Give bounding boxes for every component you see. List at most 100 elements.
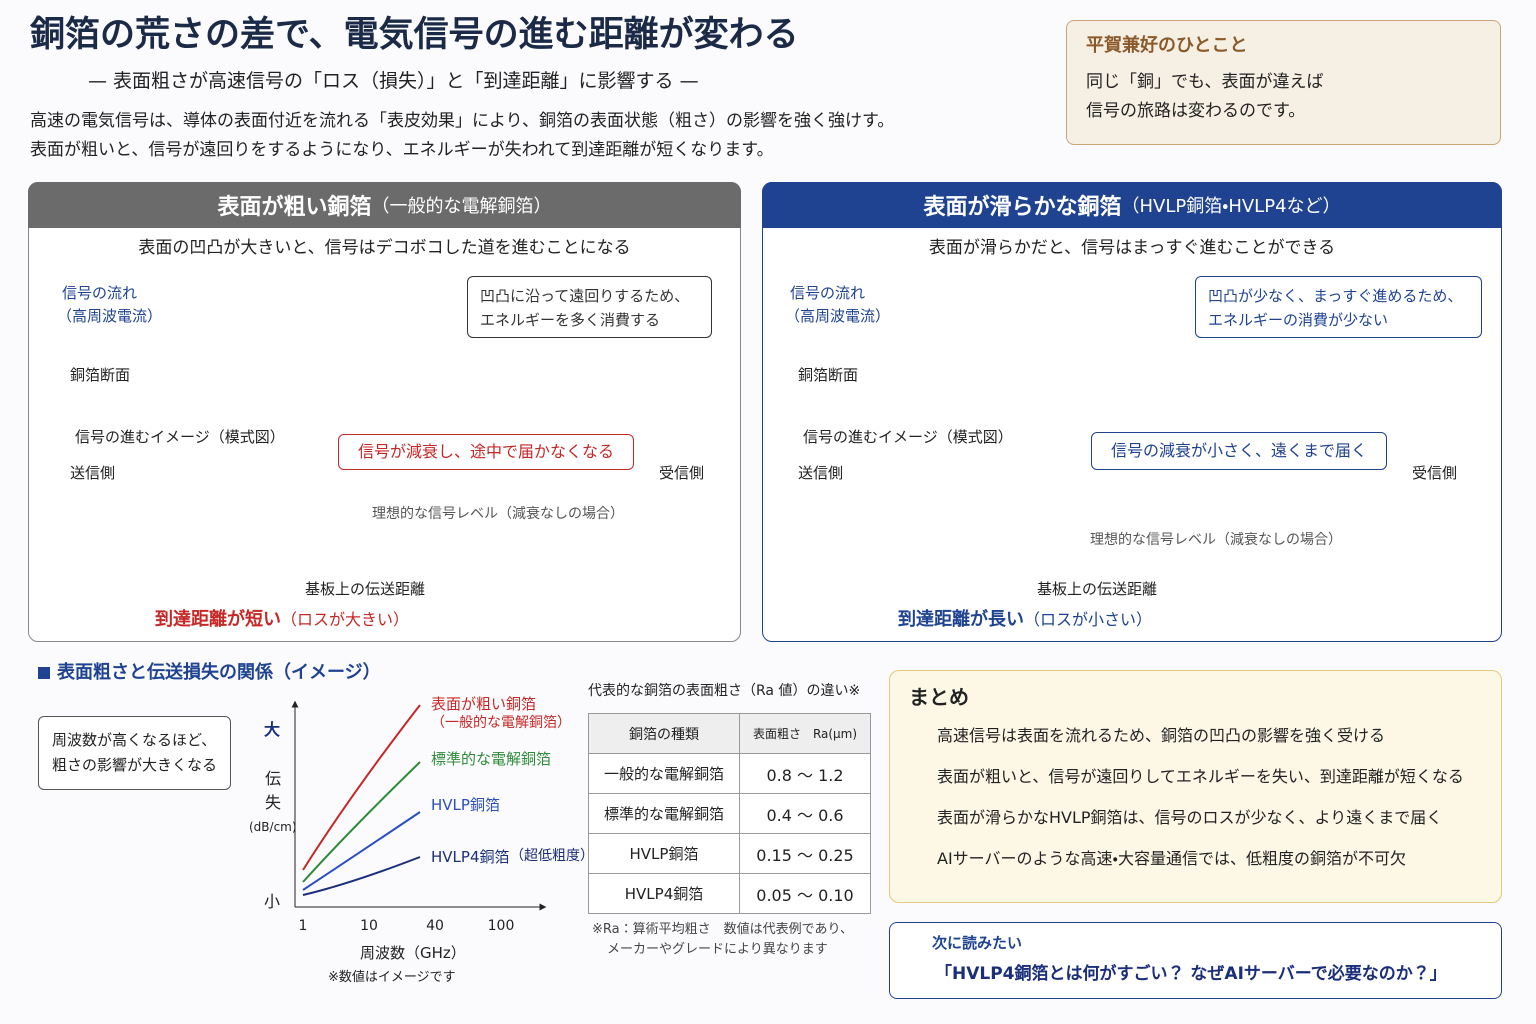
panel-title: 表面が粗い銅箔 [217, 195, 372, 220]
table-wrap: 銅箔の種類 表面粗さ Ra(μm) 一般的な電解銅箔 0.8 ～ 1.2 標準的な電解銅… [588, 713, 871, 914]
result-box [338, 434, 634, 470]
conclusion-note: （ロスが小さい） [1024, 610, 1153, 629]
table-cell: HVLP銅箔 [588, 833, 740, 874]
curve-note: （一般的な電解銅箔） [431, 715, 571, 731]
receiver-label: 受信側 [1412, 464, 1458, 482]
curve [302, 856, 421, 896]
panel [762, 182, 1502, 642]
sender-label: 送信側 [70, 464, 116, 482]
quote-line: 同じ「銅」でも、表面が違えば [1086, 72, 1324, 92]
table-footnote: メーカーやグレードにより異なります [607, 942, 828, 957]
callout-box [467, 276, 712, 338]
section-label: 銅箔断面 [70, 366, 131, 384]
table-row: HVLP4銅箔 0.05 ～ 0.10 [588, 873, 871, 914]
intro-line: 高速の電気信号は、導体の表面付近を流れる「表皮効果」により、銅箔の表面状態（粗さ… [30, 111, 895, 131]
subtitle: — 表面粗さが高速信号の「ロス（損失）」と「到達距離」に影響する — [88, 70, 699, 92]
next-box [889, 922, 1502, 999]
callout-line: 凹凸に沿って遠回りするため、 [480, 287, 690, 305]
quote-title: 平賀兼好のひとこと [1086, 35, 1248, 56]
callout-line: エネルギーの消費が少ない [1208, 311, 1389, 329]
y-top: 大 [264, 720, 281, 739]
table-title: 代表的な銅箔の表面粗さ（Ra 値）の違い※ [588, 683, 861, 699]
summary-item: 表面が滑らかなHVLP銅箔は、信号のロスが少なく、より遠くまで届く [937, 808, 1443, 827]
graph-note: 粗さの影響が大きくなる [52, 756, 218, 774]
conclusion: 到達距離が長い（ロスが小さい） [898, 609, 1153, 630]
table-row: 標準的な電解銅箔 0.4 ～ 0.6 [588, 793, 871, 834]
graph-footnote: ※数値はイメージです [328, 970, 456, 985]
page-title: 銅箔の荒さの差で、電気信号の進む距離が変わる [30, 15, 799, 55]
table: 銅箔の種類 表面粗さ Ra(μm) 一般的な電解銅箔 0.8 ～ 1.2 標準的な電解銅… [588, 713, 871, 914]
y-unit: (dB/cm) [249, 820, 297, 834]
quote-box [1066, 20, 1501, 145]
curve-label: 表面が粗い銅箔 [431, 695, 537, 713]
summary-box [889, 670, 1502, 903]
table-cell: 0.4 ～ 0.6 [739, 793, 871, 834]
curve [302, 761, 421, 883]
axis-label: 基板上の伝送距離 [305, 580, 426, 598]
next-link[interactable]: 「HVLP4銅箔とは何がすごい？ なぜAIサーバーで必要なのか？」 [935, 964, 1447, 984]
result-note: 信号が減衰し、途中で届かなくなる [357, 442, 615, 461]
axis-label: 基板上の伝送距離 [1037, 580, 1158, 598]
result-box [1091, 432, 1387, 470]
panel-header: 表面が滑らかな銅箔 （HVLP銅箔・HVLP4など） [762, 182, 1502, 228]
receiver-label: 受信側 [659, 464, 705, 482]
table-cell: 0.05 ～ 0.10 [739, 873, 871, 914]
y-bottom: 小 [264, 892, 281, 911]
summary-item: 高速信号は表面を流れるため、銅箔の凹凸の影響を強く受ける [937, 726, 1386, 745]
image-title: 信号の進むイメージ（模式図） [803, 428, 1013, 446]
table-cell: 0.8 ～ 1.2 [739, 753, 871, 794]
image-title: 信号の進むイメージ（模式図） [75, 428, 285, 446]
x-tick-label: 10 [360, 918, 378, 934]
callout-line: エネルギーを多く消費する [480, 311, 661, 329]
table-cell: 0.15 ～ 0.25 [739, 833, 871, 874]
table-cell: 標準的な電解銅箔 [588, 793, 740, 834]
x-tick-label: 40 [426, 918, 444, 934]
curve [302, 704, 421, 871]
curve-label: HVLP銅箔 [431, 796, 500, 814]
panel [28, 182, 741, 642]
section-label: 銅箔断面 [798, 366, 859, 384]
table-row: HVLP銅箔 0.15 ～ 0.25 [588, 833, 871, 874]
summary-title: まとめ [909, 685, 969, 709]
summary-item: 表面が粗いと、信号が遠回りしてエネルギーを失い、到達距離が短くなる [937, 767, 1464, 786]
callout-box [1195, 276, 1482, 338]
heading-square [38, 667, 50, 679]
curve [302, 811, 421, 891]
graph-note: 周波数が高くなるほど、 [52, 731, 217, 749]
table-row: 一般的な電解銅箔 0.8 ～ 1.2 [588, 753, 871, 794]
curve-note: （超低粗度） [510, 848, 594, 864]
result-note: 信号の減衰が小さく、遠くまで届く [1110, 441, 1368, 460]
intro-line: 表面が粗いと、信号が遠回りをするようになり、エネルギーが失われて到達距離が短くな… [30, 140, 774, 160]
panel-title-note: （一般的な電解銅箔） [371, 196, 552, 217]
ideal-label: 理想的な信号レベル（減衰なしの場合） [1090, 532, 1342, 548]
quote-line: 信号の旅路は変わるのです。 [1086, 101, 1306, 121]
table-header-cell: 銅箔の種類 [588, 713, 740, 754]
conclusion-note: （ロスが大きい） [281, 610, 410, 629]
panel-title-note: （HVLP銅箔・HVLP4など） [1121, 196, 1341, 217]
x-tick-label: 100 [487, 918, 515, 934]
panel-caption: 表面が滑らかだと、信号はまっすぐ進むことができる [928, 238, 1336, 258]
y-label: 失 [265, 793, 282, 812]
x-label: 周波数（GHz） [360, 944, 466, 962]
ideal-label: 理想的な信号レベル（減衰なしの場合） [372, 506, 624, 522]
x-tick-label: 1 [298, 918, 308, 934]
flow-label: （高周波電流） [785, 307, 891, 325]
summary-item: AIサーバーのような高速・大容量通信では、低粗度の銅箔が不可欠 [937, 849, 1406, 868]
curve-label: HVLP4銅箔 [431, 848, 510, 866]
panel-header: 表面が粗い銅箔 （一般的な電解銅箔） [28, 182, 741, 228]
table-cell: 一般的な電解銅箔 [588, 753, 740, 794]
table-header-cell: 表面粗さ Ra(μm) [739, 713, 871, 754]
table-cell: HVLP4銅箔 [588, 873, 740, 914]
y-label: 伝 [265, 769, 282, 788]
panel-caption: 表面の凹凸が大きいと、信号はデコボコした道を進むことになる [138, 238, 631, 258]
flow-label: 信号の流れ [790, 284, 866, 302]
next-label: 次に読みたい [932, 934, 1023, 952]
callout-line: 凹凸が少なく、まっすぐ進めるため、 [1208, 287, 1463, 305]
curve-label: 標準的な電解銅箔 [431, 750, 552, 768]
conclusion: 到達距離が短い（ロスが大きい） [155, 609, 410, 630]
sender-label: 送信側 [798, 464, 844, 482]
panel-title: 表面が滑らかな銅箔 [923, 195, 1122, 220]
graph-heading: 表面粗さと伝送損失の関係（イメージ） [57, 662, 381, 683]
flow-label: 信号の流れ [62, 284, 138, 302]
